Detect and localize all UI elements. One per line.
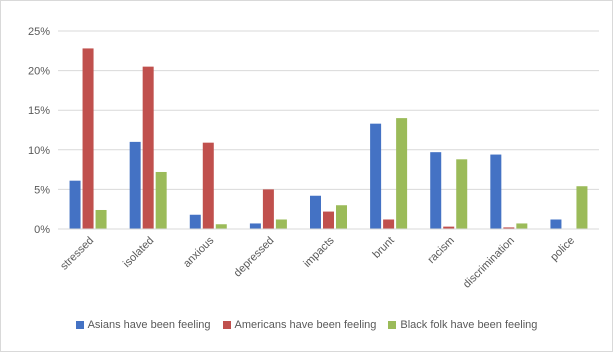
legend-item: Black folk have been feeling: [388, 319, 537, 331]
bar-brunt-series-3: [396, 118, 408, 229]
legend-label: Black folk have been feeling: [400, 319, 538, 331]
bar-isolated-series-3: [155, 171, 167, 229]
x-category-label: racism: [425, 235, 456, 266]
y-tick-label: 15%: [28, 105, 50, 117]
bar-isolated-series-2: [142, 66, 154, 229]
legend-label: Americans have been feeling: [234, 319, 377, 331]
bar-impacts-series-3: [336, 205, 347, 229]
x-category-label: depressed: [232, 235, 277, 280]
legend-item: Americans have been feeling: [222, 319, 377, 331]
y-axis-tick-labels: 0% 5% 10% 15% 20% 25%: [28, 26, 50, 236]
legend-item: Asians have been feeling: [75, 319, 211, 331]
x-axis-category-labels: stressed isolated anxious depressed impacts b…: [58, 234, 577, 290]
bar-stressed-series-2: [82, 48, 94, 230]
x-category-label: impacts: [301, 234, 337, 270]
bar-stressed-series-1: [69, 180, 81, 229]
bar-depressed-series-1: [249, 223, 261, 229]
legend-label: Asians have been feeling: [87, 319, 211, 331]
bar-discrimination-series-3: [516, 223, 528, 229]
bar-impacts-series-2: [323, 211, 334, 229]
bar-brunt-series-1: [370, 123, 382, 229]
x-category-label: anxious: [181, 234, 217, 270]
bar-anxious-series-2: [202, 142, 214, 229]
x-category-label: police: [548, 235, 577, 264]
bar-anxious-series-1: [189, 214, 201, 229]
y-tick-label: 20%: [28, 66, 50, 78]
bar-racism-series-2: [443, 226, 455, 229]
bar-racism-series-1: [430, 152, 442, 229]
x-category-label: discrimination: [461, 235, 517, 291]
legend-swatch: [222, 321, 231, 329]
bar-chart: 0% 5% 10% 15% 20% 25% stressed isolated anxious…: [28, 26, 599, 291]
bars: [69, 48, 588, 230]
x-category-label: stressed: [58, 235, 96, 273]
y-tick-label: 10%: [28, 145, 50, 157]
x-category-label: brunt: [371, 235, 397, 261]
bar-police-series-1: [550, 219, 562, 229]
bar-isolated-series-1: [129, 141, 141, 229]
bar-discrimination-series-1: [490, 154, 502, 229]
bar-racism-series-3: [456, 159, 468, 229]
bar-discrimination-series-2: [503, 227, 515, 229]
y-tick-label: 5%: [34, 184, 50, 196]
bar-depressed-series-2: [262, 189, 274, 229]
bar-anxious-series-3: [215, 224, 227, 229]
x-category-label: isolated: [121, 235, 156, 270]
legend-swatch: [75, 321, 84, 329]
y-tick-label: 25%: [28, 26, 50, 38]
bar-depressed-series-3: [275, 219, 287, 229]
legend-swatch: [388, 321, 397, 329]
bar-stressed-series-3: [95, 209, 107, 229]
bar-impacts-series-1: [310, 195, 321, 229]
legend: Asians have been feeling Americans have b…: [1, 319, 612, 331]
bar-police-series-3: [576, 186, 588, 229]
y-tick-label: 0%: [34, 224, 50, 236]
bar-brunt-series-2: [383, 219, 395, 229]
